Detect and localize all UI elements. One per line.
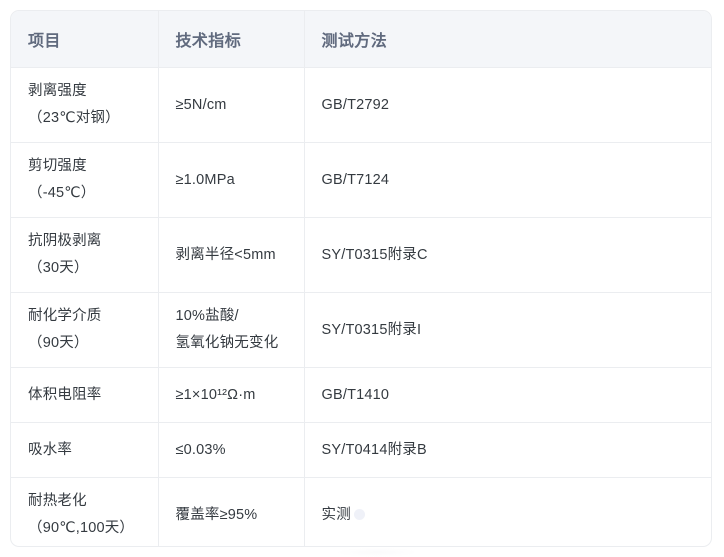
cell-text: 实测 bbox=[321, 506, 351, 523]
cell-line: 耐热老化 bbox=[28, 493, 87, 510]
cell-line: 剪切强度 bbox=[28, 158, 87, 174]
table-header: 项目 技术指标 测试方法 bbox=[11, 11, 711, 68]
spec-table-container: 项目 技术指标 测试方法 剥离强度 （23℃对钢） ≥5N/cm GB/T279… bbox=[10, 10, 712, 547]
header-row: 项目 技术指标 测试方法 bbox=[11, 11, 711, 68]
cell-item: 体积电阻率 bbox=[11, 367, 159, 423]
cell-spec: ≤0.03% bbox=[158, 422, 305, 478]
cell-spec: ≥5N/cm bbox=[158, 67, 305, 143]
cell-line: 覆盖率≥95% bbox=[175, 506, 258, 523]
cell-line: ≥5N/cm bbox=[175, 96, 227, 113]
cell-item: 剥离强度 （23℃对钢） bbox=[11, 67, 159, 143]
cell-line: （90天） bbox=[28, 335, 89, 351]
cell-item: 耐化学介质 （90天） bbox=[11, 292, 159, 368]
cell-item: 抗阴极剥离 （30天） bbox=[11, 217, 159, 293]
cell-method: GB/T2792 bbox=[304, 67, 711, 143]
cell-spec: ≥1×10¹²Ω·m bbox=[158, 367, 305, 423]
cell-line: ≥1×10¹²Ω·m bbox=[175, 386, 256, 403]
table-row: 剥离强度 （23℃对钢） ≥5N/cm GB/T2792 bbox=[11, 67, 711, 143]
cell-line: SY/T0315附录I bbox=[321, 321, 422, 338]
cell-line: 抗阴极剥离 bbox=[28, 233, 102, 249]
cell-method: SY/T0414附录B bbox=[304, 422, 711, 478]
cell-method: SY/T0315附录C bbox=[304, 217, 711, 293]
cell-spec: 覆盖率≥95% bbox=[158, 477, 305, 546]
table-row: 体积电阻率 ≥1×10¹²Ω·m GB/T1410 bbox=[11, 367, 711, 423]
cell-line: 吸水率 bbox=[28, 441, 73, 458]
cell-line: 10%盐酸/ bbox=[175, 308, 239, 324]
cell-line: GB/T1410 bbox=[321, 386, 390, 403]
cell-line: ≥1.0MPa bbox=[175, 171, 235, 188]
cell-item: 耐热老化 （90℃,100天） bbox=[11, 477, 159, 546]
cell-line: 体积电阻率 bbox=[28, 386, 102, 403]
cell-method: SY/T0315附录I bbox=[304, 292, 711, 368]
cell-spec: 10%盐酸/ 氢氧化钠无变化 bbox=[158, 292, 305, 368]
cell-line: 耐化学介质 bbox=[28, 308, 102, 324]
cell-spec: 剥离半径<5mm bbox=[158, 217, 305, 293]
cell-line: （23℃对钢） bbox=[28, 110, 120, 126]
table-row: 抗阴极剥离 （30天） 剥离半径<5mm SY/T0315附录C bbox=[11, 217, 711, 293]
table-row: 吸水率 ≤0.03% SY/T0414附录B bbox=[11, 422, 711, 478]
cell-method: GB/T1410 bbox=[304, 367, 711, 423]
cell-line: （90℃,100天） bbox=[28, 520, 135, 537]
cell-line: GB/T2792 bbox=[321, 96, 390, 113]
cell-line: ≤0.03% bbox=[175, 441, 226, 458]
cell-line: 剥离半径<5mm bbox=[175, 246, 276, 263]
cell-line: 剥离强度 bbox=[28, 83, 87, 99]
cell-line: 氢氧化钠无变化 bbox=[175, 335, 279, 351]
table-row: 耐热老化 （90℃,100天） 覆盖率≥95% 实测 bbox=[11, 477, 712, 547]
cell-item: 剪切强度 （-45℃） bbox=[11, 142, 159, 218]
cell-method: 实测 bbox=[304, 478, 712, 547]
cell-line: SY/T0414附录B bbox=[321, 441, 427, 458]
cell-spec: ≥1.0MPa bbox=[158, 142, 305, 218]
cell-line: SY/T0315附录C bbox=[321, 246, 428, 263]
cell-line: 实测 bbox=[322, 502, 712, 529]
table-row: 剪切强度 （-45℃） ≥1.0MPa GB/T7124 bbox=[11, 142, 711, 218]
column-header-item: 项目 bbox=[11, 11, 159, 68]
watermark-dot-icon bbox=[353, 509, 365, 521]
cell-method: GB/T7124 bbox=[304, 142, 711, 218]
technical-spec-table: 项目 技术指标 测试方法 剥离强度 （23℃对钢） ≥5N/cm GB/T279… bbox=[11, 11, 712, 547]
table-row: 耐化学介质 （90天） 10%盐酸/ 氢氧化钠无变化 SY/T0315附录I bbox=[11, 292, 711, 368]
cell-line: （30天） bbox=[28, 260, 89, 276]
column-header-method: 测试方法 bbox=[304, 11, 711, 68]
cell-line: （-45℃） bbox=[28, 185, 96, 201]
page-watermark-smudge bbox=[338, 548, 416, 557]
table-body: 剥离强度 （23℃对钢） ≥5N/cm GB/T2792 剪切强度 （-45℃）… bbox=[11, 67, 712, 547]
cell-line: GB/T7124 bbox=[321, 171, 390, 188]
cell-item: 吸水率 bbox=[11, 422, 159, 478]
column-header-spec: 技术指标 bbox=[158, 11, 305, 68]
